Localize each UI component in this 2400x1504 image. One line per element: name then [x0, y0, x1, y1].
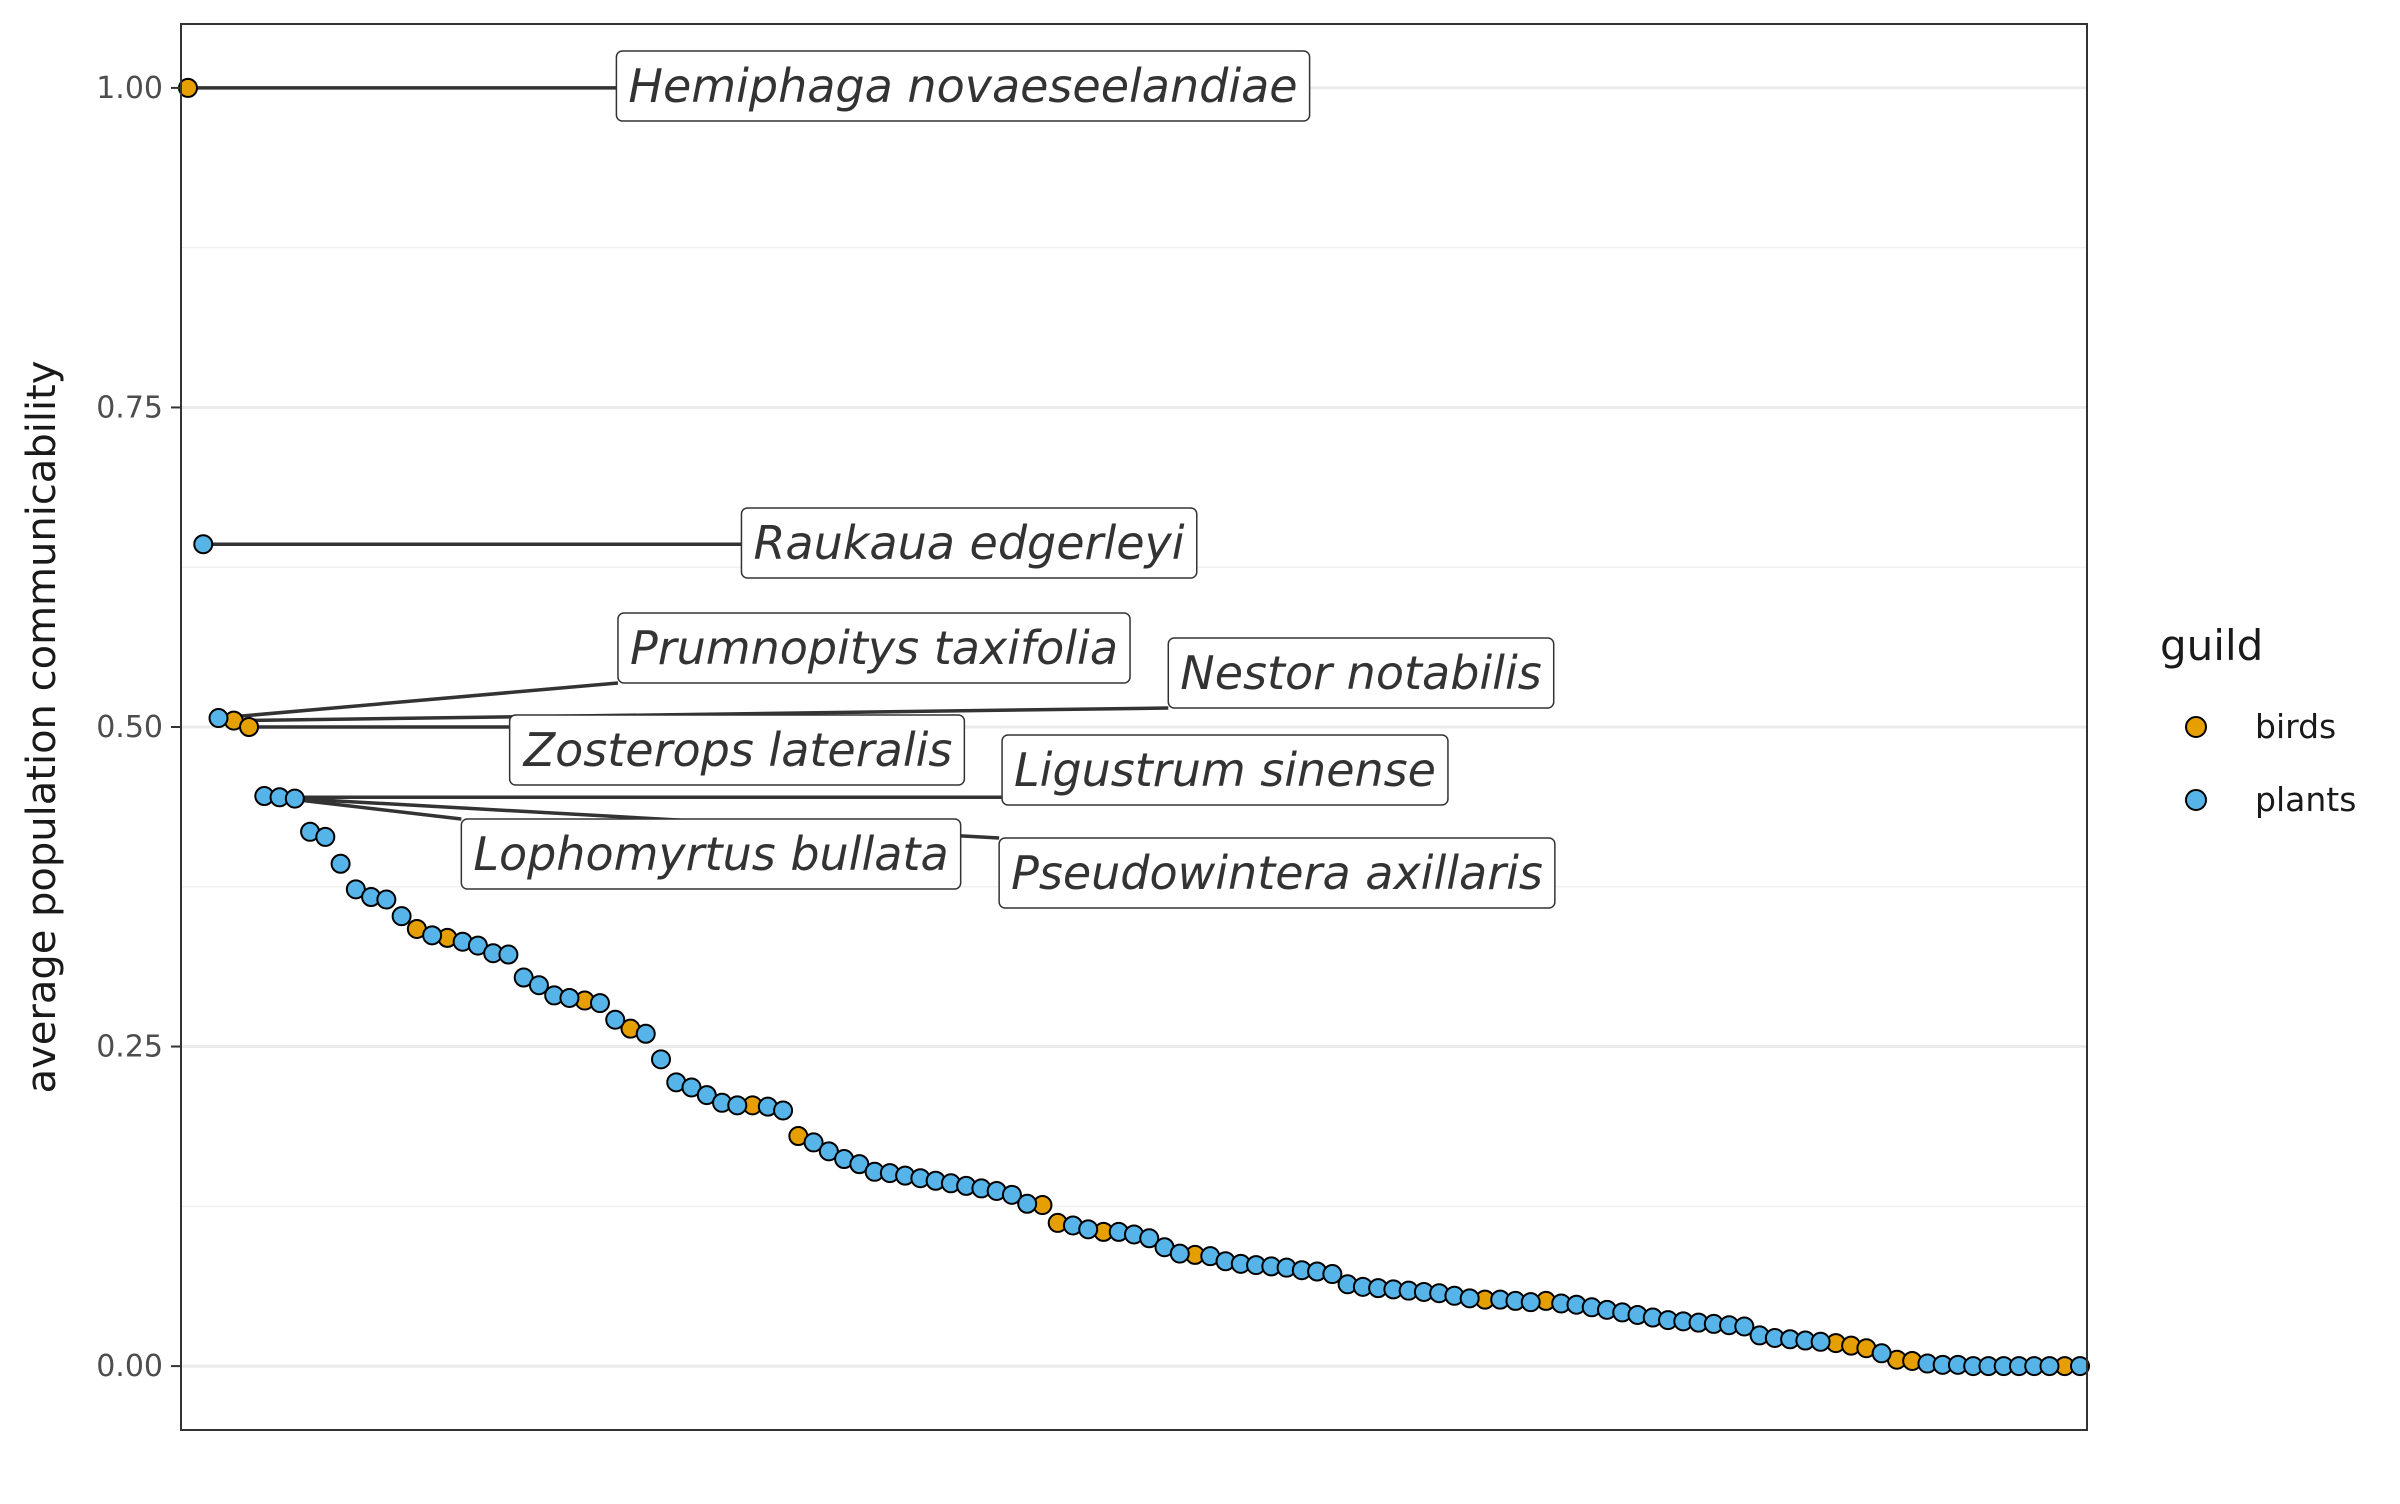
legend-label-plants: plants [2255, 780, 2356, 819]
data-point-plants [1520, 1292, 1541, 1313]
legend: guild birds plants [2160, 621, 2356, 819]
y-axis-title: average population communicability [19, 361, 65, 1094]
data-point-plants [193, 534, 214, 555]
data-point-plants [315, 826, 336, 847]
data-point-plants [2070, 1356, 2090, 1377]
data-point-plants [1078, 1219, 1099, 1240]
data-point-birds [239, 717, 260, 737]
data-point-plants [1001, 1184, 1022, 1205]
data-point-plants [1459, 1288, 1480, 1309]
legend-key-birds [2185, 716, 2207, 738]
data-point-plants [422, 925, 443, 946]
legend-label-birds: birds [2255, 707, 2336, 746]
annotation-label: Pseudowintera axillaris [1011, 846, 1543, 900]
y-tick-label: 0.00 [96, 1349, 163, 1384]
annotation-label: Nestor notabilis [1180, 646, 1541, 700]
annotation-box [508, 714, 966, 786]
y-tick-label: 1.00 [96, 71, 163, 106]
data-point-plants [635, 1023, 656, 1044]
data-point-plants [1169, 1243, 1190, 1264]
data-point-plants [1139, 1228, 1160, 1249]
data-point-plants [1017, 1193, 1038, 1214]
data-point-plants [284, 788, 305, 809]
data-point-plants [2039, 1356, 2060, 1377]
data-point-plants [528, 975, 549, 996]
legend-key-plants [2185, 789, 2207, 811]
data-point-plants [1810, 1331, 1831, 1352]
annotation-label: Zosterops lateralis [522, 723, 953, 777]
annotation-box [460, 818, 962, 890]
annotation-label: Hemiphaga novaeseelandiae [628, 59, 1297, 113]
annotation-labels: Hemiphaga novaeseelandiae Raukaua edgerle… [460, 50, 1556, 909]
data-point-plants [1734, 1316, 1755, 1337]
data-point-plants [1871, 1343, 1892, 1364]
data-point-plants [773, 1100, 794, 1121]
annotation-label: Prumnopitys taxifolia [630, 621, 1118, 675]
y-tick-label: 0.50 [96, 710, 163, 745]
annotation-label: Raukaua edgerleyi [753, 516, 1184, 570]
annotation-leader-line [218, 681, 619, 720]
data-point-plants [589, 993, 610, 1014]
data-point-plants [803, 1132, 824, 1153]
data-point-plants [651, 1049, 671, 1070]
data-point-plants [498, 944, 519, 965]
annotation-box [615, 50, 1311, 122]
y-tick-label: 0.25 [96, 1030, 163, 1065]
annotation-box [740, 507, 1198, 579]
data-point-plants [376, 889, 397, 910]
data-point-plants [391, 906, 412, 927]
data-point-plants [559, 987, 580, 1008]
legend-title: guild [2160, 621, 2263, 670]
annotation-label: Lophomyrtus bullata [473, 827, 948, 881]
data-point-plants [727, 1095, 748, 1116]
y-tick-label: 0.75 [96, 390, 163, 425]
data-point-plants [330, 853, 351, 874]
data-point-plants [208, 708, 229, 729]
annotation-label: Ligustrum sinense [1014, 743, 1436, 797]
data-point-plants [605, 1009, 626, 1030]
y-axis: 0.00 0.25 0.50 0.75 1.00 [96, 71, 181, 1384]
data-point-plants [1322, 1264, 1343, 1285]
data-points [178, 77, 2090, 1377]
annotation-box [617, 612, 1131, 684]
annotation-box [1001, 734, 1449, 806]
annotation-box [1167, 637, 1555, 709]
annotation-box [998, 837, 1556, 909]
